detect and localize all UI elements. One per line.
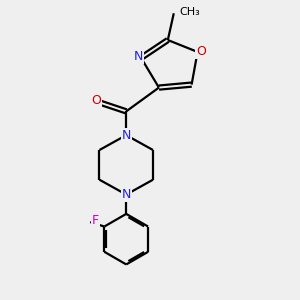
Text: N: N bbox=[122, 129, 131, 142]
Text: F: F bbox=[92, 214, 99, 227]
Text: N: N bbox=[122, 188, 131, 201]
Text: CH₃: CH₃ bbox=[179, 7, 200, 17]
Text: O: O bbox=[196, 45, 206, 58]
Text: N: N bbox=[134, 50, 143, 63]
Text: O: O bbox=[92, 94, 101, 107]
